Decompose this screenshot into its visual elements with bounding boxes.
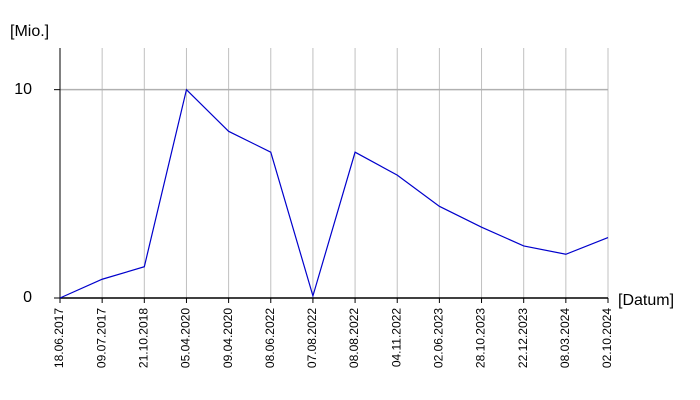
data-line [59,88,609,299]
y-tick-label: 0 [23,289,32,306]
x-tick-label: 07.08.2022 [305,308,319,368]
x-tick-label: 18.06.2017 [52,308,66,368]
x-tick-label: 28.10.2023 [474,308,488,368]
x-tick-label: 08.08.2022 [347,308,361,368]
y-axis-label: [Mio.] [10,23,49,40]
x-tick-label: 21.10.2018 [136,308,150,368]
x-tick-label: 02.06.2023 [432,308,446,368]
x-tick-label: 05.04.2020 [179,308,193,368]
x-tick-label: 08.03.2024 [558,308,572,368]
x-tick-label: 22.12.2023 [516,308,530,368]
x-tick-label: 04.11.2022 [389,308,403,367]
x-tick-label: 08.06.2022 [263,308,277,368]
x-axis-label: [Datum] [618,292,674,309]
x-tick-label: 09.04.2020 [221,308,235,368]
x-tick-label: 02.10.2024 [600,308,614,368]
y-tick-label: 10 [14,81,32,98]
x-tick-label: 09.07.2017 [94,308,108,368]
